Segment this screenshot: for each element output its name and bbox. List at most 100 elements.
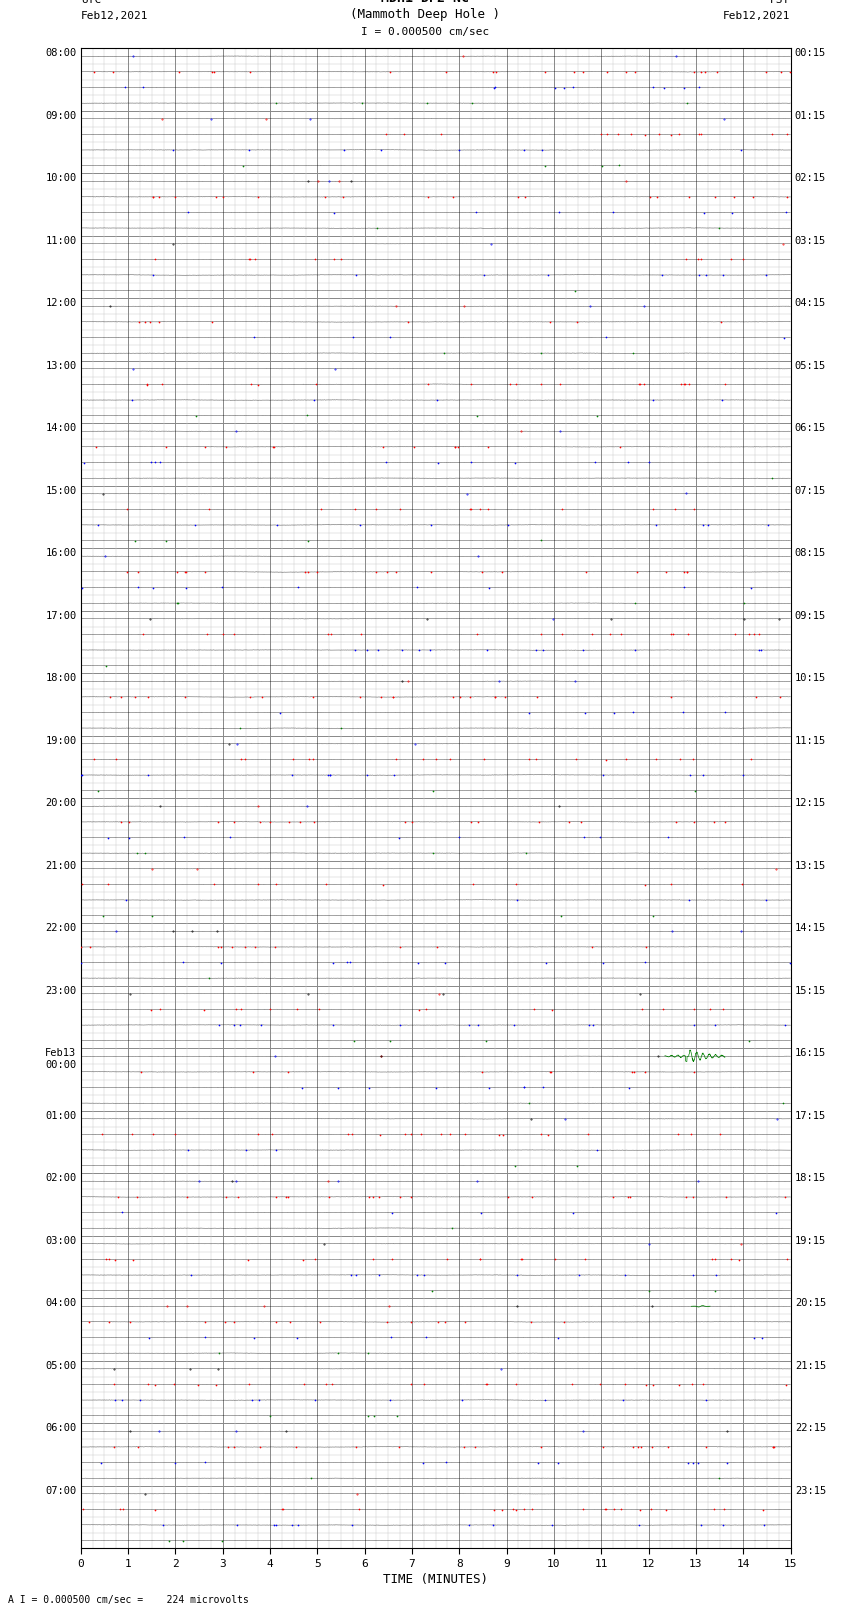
Point bbox=[607, 1497, 620, 1523]
Point bbox=[348, 497, 361, 523]
Point bbox=[162, 1528, 176, 1553]
Point bbox=[737, 590, 751, 616]
Point bbox=[309, 371, 323, 397]
Point bbox=[473, 497, 487, 523]
Point bbox=[128, 527, 142, 553]
Point bbox=[404, 1308, 417, 1334]
Point bbox=[644, 1497, 658, 1523]
Text: 17:15: 17:15 bbox=[795, 1111, 826, 1121]
Point bbox=[766, 1434, 779, 1460]
Point bbox=[448, 434, 462, 460]
Point bbox=[248, 934, 262, 960]
Point bbox=[625, 1058, 638, 1084]
Point bbox=[649, 511, 663, 537]
Point bbox=[326, 950, 340, 976]
Point bbox=[455, 1387, 468, 1413]
Point bbox=[552, 371, 566, 397]
Point bbox=[131, 1434, 145, 1460]
Point bbox=[718, 700, 732, 726]
Point bbox=[289, 1434, 303, 1460]
Point bbox=[419, 1324, 433, 1350]
Point bbox=[286, 1513, 299, 1539]
Point bbox=[708, 1247, 722, 1273]
Point bbox=[99, 653, 112, 679]
Point bbox=[462, 1511, 475, 1537]
Point bbox=[615, 1497, 628, 1523]
Text: 22:00: 22:00 bbox=[45, 923, 76, 934]
Point bbox=[248, 247, 262, 273]
Point bbox=[206, 308, 219, 334]
Point bbox=[551, 1324, 564, 1350]
Point bbox=[693, 74, 706, 100]
Point bbox=[760, 58, 774, 84]
Point bbox=[692, 121, 706, 147]
Point bbox=[145, 903, 159, 929]
Point bbox=[665, 121, 678, 147]
Point bbox=[290, 1324, 303, 1350]
Point bbox=[115, 1387, 128, 1413]
Point bbox=[307, 810, 320, 836]
Point bbox=[745, 747, 758, 773]
Point bbox=[453, 684, 467, 710]
Point bbox=[699, 263, 712, 289]
Point bbox=[326, 1011, 340, 1037]
Point bbox=[361, 1403, 375, 1429]
Point bbox=[439, 950, 452, 976]
Point bbox=[385, 1247, 399, 1273]
Point bbox=[120, 558, 133, 584]
Point bbox=[247, 324, 261, 350]
Point bbox=[680, 560, 694, 586]
Point bbox=[538, 1387, 552, 1413]
Point bbox=[252, 371, 265, 397]
Point bbox=[488, 684, 502, 710]
Point bbox=[414, 1121, 428, 1147]
Point bbox=[293, 808, 307, 834]
Point bbox=[343, 950, 356, 976]
Point bbox=[181, 1137, 195, 1163]
Point bbox=[727, 184, 740, 210]
Point bbox=[123, 1308, 137, 1334]
Point bbox=[715, 310, 728, 336]
Point bbox=[481, 434, 495, 460]
Point bbox=[407, 434, 421, 460]
Point bbox=[292, 574, 305, 600]
Point bbox=[227, 1308, 241, 1334]
Point bbox=[552, 1450, 565, 1476]
Point bbox=[668, 497, 682, 523]
Point bbox=[471, 1011, 484, 1037]
Point bbox=[82, 1308, 95, 1334]
Point bbox=[593, 1371, 607, 1397]
Point bbox=[638, 950, 652, 976]
Point bbox=[487, 1497, 501, 1523]
Point bbox=[156, 371, 169, 397]
Point bbox=[379, 121, 393, 147]
Point bbox=[696, 1371, 710, 1397]
Text: 08:15: 08:15 bbox=[795, 548, 826, 558]
Point bbox=[103, 1310, 116, 1336]
Point bbox=[574, 808, 587, 834]
Point bbox=[154, 997, 167, 1023]
Point bbox=[688, 1011, 701, 1037]
Point bbox=[383, 1027, 397, 1053]
Point bbox=[524, 1184, 538, 1210]
Point bbox=[109, 1387, 122, 1413]
Point bbox=[752, 621, 766, 647]
Point bbox=[227, 1011, 241, 1037]
Point bbox=[376, 434, 389, 460]
Point bbox=[243, 60, 257, 85]
Point bbox=[677, 574, 690, 600]
Point bbox=[530, 684, 543, 710]
Point bbox=[576, 1497, 590, 1523]
Point bbox=[308, 387, 321, 413]
Point bbox=[149, 450, 162, 476]
Text: 18:00: 18:00 bbox=[45, 673, 76, 684]
Point bbox=[599, 747, 613, 773]
Point bbox=[639, 934, 653, 960]
Point bbox=[588, 450, 602, 476]
Point bbox=[179, 574, 193, 600]
Point bbox=[530, 637, 543, 663]
Point bbox=[510, 887, 524, 913]
Text: 15:00: 15:00 bbox=[45, 486, 76, 495]
Point bbox=[688, 1060, 701, 1086]
Point bbox=[254, 1011, 268, 1037]
